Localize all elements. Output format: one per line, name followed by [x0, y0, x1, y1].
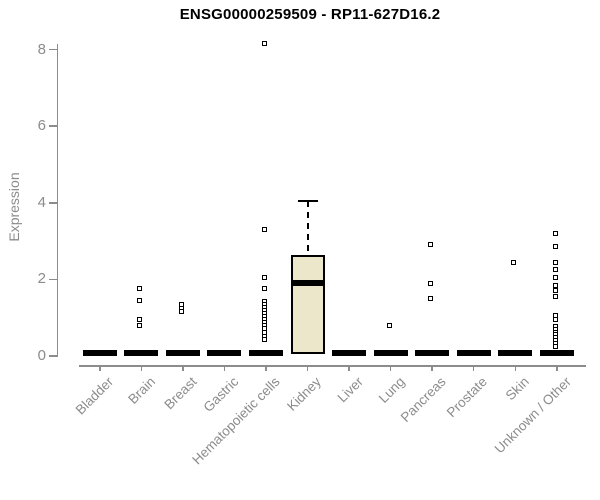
outlier-point — [137, 286, 143, 292]
x-axis-tick — [223, 365, 226, 371]
x-axis-tick — [556, 365, 558, 371]
y-axis-tick-label: 8 — [37, 40, 46, 58]
outlier-point — [552, 244, 558, 250]
x-axis-tick — [140, 365, 143, 371]
collapsed-box — [207, 350, 242, 356]
outlier-point — [137, 322, 143, 328]
x-axis-tick — [306, 365, 309, 371]
x-axis-tick-label: Gastric — [200, 374, 242, 415]
collapsed-box — [124, 350, 159, 356]
y-axis-tick-label: 6 — [37, 117, 46, 135]
collapsed-box — [415, 350, 450, 356]
collapsed-box — [373, 350, 408, 356]
collapsed-box — [498, 350, 533, 356]
box — [290, 254, 325, 355]
outlier-point — [428, 296, 434, 302]
outlier-point — [261, 274, 267, 280]
outlier-point — [552, 267, 558, 273]
median-line — [290, 280, 325, 286]
x-axis-tick — [389, 365, 392, 371]
outlier-point — [552, 288, 558, 294]
x-axis-tick-label: Lung — [375, 374, 408, 406]
x-axis-tick — [431, 365, 433, 371]
outlier-point — [178, 309, 184, 315]
whisker-cap — [297, 199, 318, 202]
outlier-point — [428, 242, 434, 248]
whisker-upper — [306, 200, 309, 255]
y-axis-tick — [49, 125, 57, 127]
x-axis-tick-label: Breast — [161, 374, 200, 413]
x-axis-tick — [182, 365, 184, 371]
x-axis-tick-label: Kidney — [284, 374, 325, 414]
y-axis-line — [56, 44, 58, 357]
outlier-point — [261, 227, 267, 233]
x-axis-tick — [99, 365, 101, 371]
collapsed-box — [82, 350, 117, 356]
x-axis-tick — [348, 365, 350, 371]
y-axis-tick — [49, 278, 57, 281]
outlier-point — [552, 230, 558, 236]
collapsed-box — [332, 350, 367, 356]
x-axis-tick-label: Prostate — [444, 374, 491, 421]
outlier-point — [261, 41, 267, 47]
y-axis-tick — [49, 355, 57, 357]
x-axis-tick-label: Skin — [502, 374, 532, 404]
outlier-point — [261, 337, 267, 343]
x-axis-tick-label: Liver — [334, 374, 366, 406]
outlier-point — [261, 286, 267, 292]
x-axis-tick — [514, 365, 517, 371]
outlier-point — [552, 317, 558, 323]
x-axis-tick-label: Bladder — [72, 374, 117, 418]
y-axis-tick-label: 4 — [37, 193, 46, 211]
outlier-point — [386, 322, 392, 328]
outlier-point — [511, 259, 517, 265]
outlier-point — [428, 280, 434, 286]
collapsed-box — [539, 350, 574, 356]
outlier-point — [552, 343, 558, 349]
y-axis-tick — [49, 202, 57, 204]
outlier-point — [552, 294, 558, 300]
outlier-point — [552, 259, 558, 265]
y-axis-tick-label: 2 — [37, 270, 46, 288]
x-axis-tick — [472, 365, 475, 371]
outlier-point — [552, 282, 558, 288]
outlier-point — [552, 274, 558, 280]
y-axis-tick-label: 0 — [37, 347, 46, 364]
outlier-point — [137, 297, 143, 303]
collapsed-box — [248, 350, 283, 356]
x-axis-tick-label: Unknown / Other — [491, 374, 574, 457]
x-axis-tick — [265, 365, 267, 371]
collapsed-box — [165, 350, 200, 356]
y-axis-tick — [49, 48, 57, 51]
x-axis-tick-label: Brain — [125, 374, 158, 407]
outlier-point — [137, 317, 143, 323]
x-axis-line — [79, 365, 586, 367]
collapsed-box — [456, 350, 491, 356]
chart-title: ENSG00000259509 - RP11-627D16.2 — [179, 6, 441, 23]
